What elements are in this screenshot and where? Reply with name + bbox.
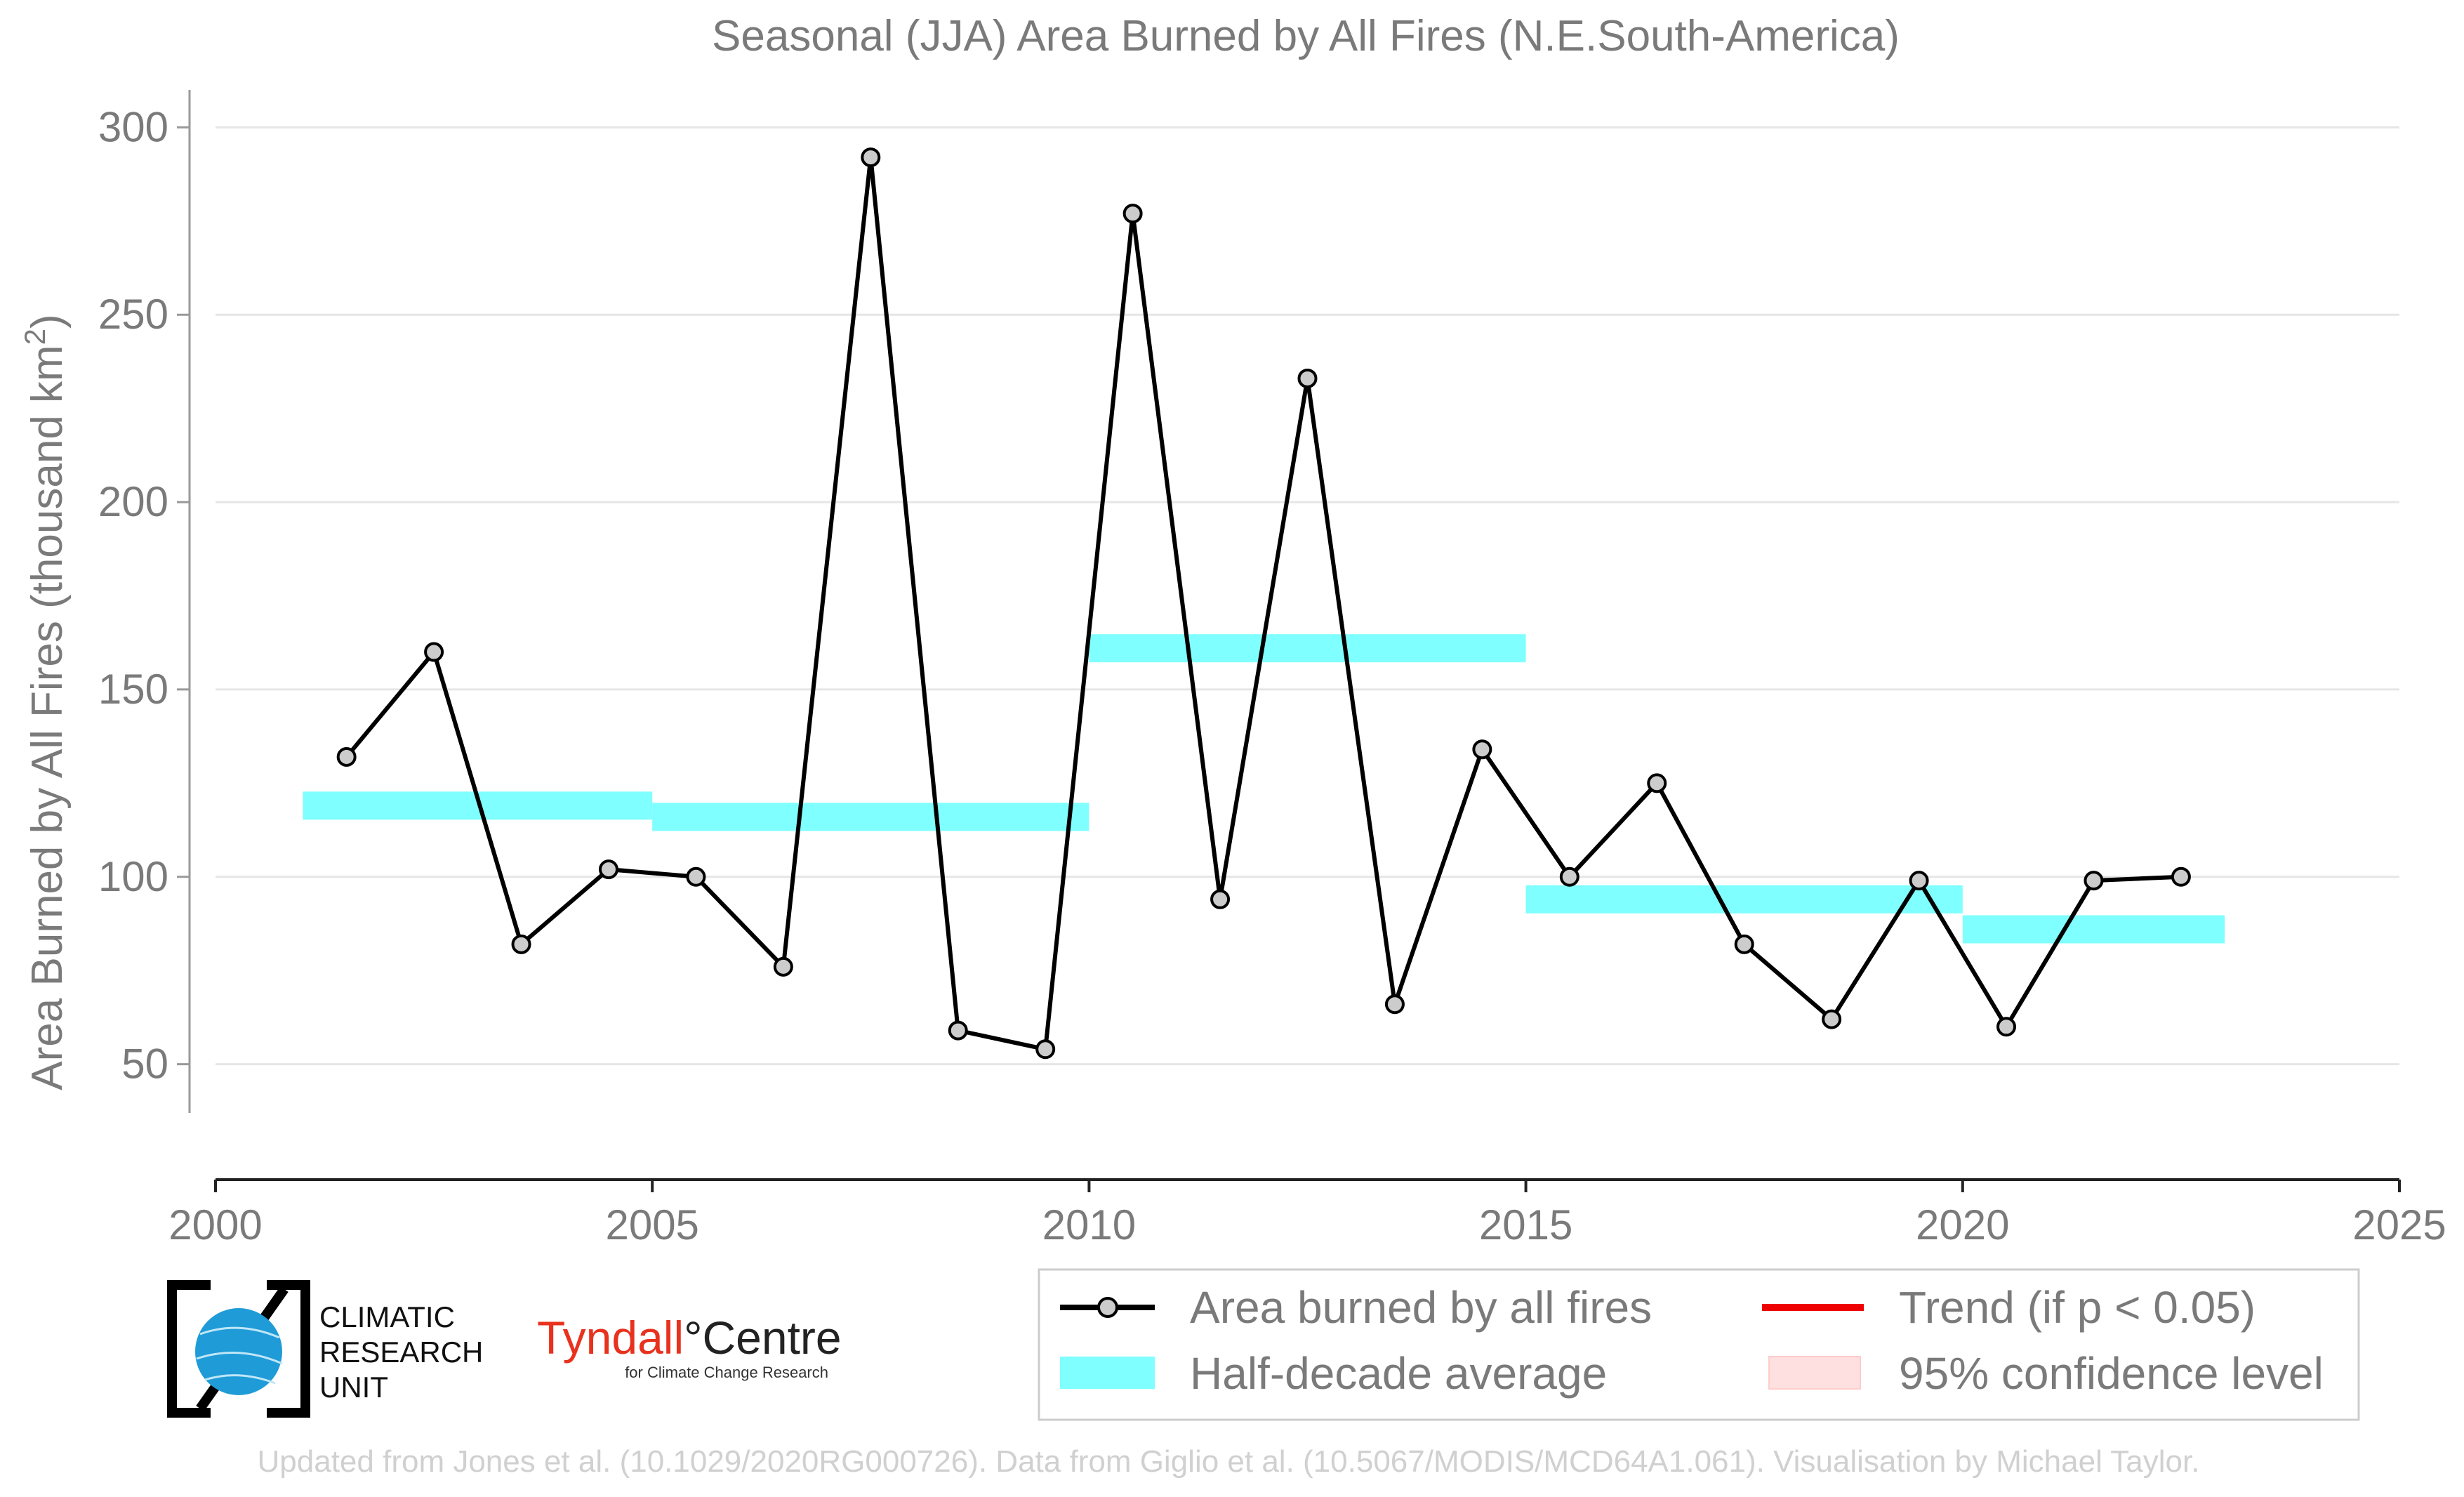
cru-bracket-right-icon [267, 1280, 310, 1418]
data-point-2015.5 [1559, 866, 1579, 887]
y-axis: 50 100 150 200 250 300 [98, 90, 191, 1113]
data-point-2006.5 [773, 956, 793, 977]
cru-text-line1: CLIMATIC [319, 1300, 455, 1333]
legend-label-area-burned: Area burned by all fires [1190, 1282, 1652, 1333]
y-axis-label-main: Area Burned by All Fires (thousand km [23, 345, 72, 1090]
legend-box [1038, 1268, 2360, 1421]
y-axis-label-superscript: 2 [18, 329, 51, 345]
legend-half-decade-swatch [1060, 1357, 1155, 1389]
tyndall-wordmark: Tyndall°Centre [537, 1312, 842, 1364]
x-tick-label-2010: 2010 [1042, 1201, 1136, 1248]
data-point-2016.5 [1647, 773, 1667, 793]
legend-marker-swatch [1097, 1297, 1118, 1318]
y-tick-label-250: 250 [98, 291, 168, 338]
data-point-2022.5 [2171, 866, 2191, 887]
y-tick-label-150: 150 [98, 666, 168, 713]
data-point-2013.5 [1384, 994, 1405, 1015]
tyndall-suffix: °Centre [684, 1312, 842, 1364]
data-point-2005.5 [686, 866, 706, 887]
data-point-2011.5 [1210, 889, 1231, 909]
data-point-2004.5 [598, 859, 618, 880]
x-tick-label-2015: 2015 [1479, 1201, 1572, 1248]
x-tick-label-2025: 2025 [2352, 1201, 2446, 1248]
legend-label-trend: Trend (if p < 0.05) [1899, 1282, 2256, 1333]
tyndall-tagline: for Climate Change Research [625, 1364, 828, 1381]
half-decade-band-4 [1962, 915, 2225, 944]
x-tick-label-2000: 2000 [168, 1201, 262, 1248]
y-tick-label-50: 50 [121, 1041, 168, 1088]
half-decade-band-2 [1089, 634, 1526, 663]
data-point-2020.5 [1996, 1017, 2017, 1037]
series-area-burned [336, 147, 2191, 1060]
half-decade-band-3 [1525, 885, 1963, 914]
data-point-2014.5 [1472, 739, 1492, 760]
tyndall-name: Tyndall [537, 1312, 684, 1364]
x-tick-label-2005: 2005 [605, 1201, 698, 1248]
legend: Area burned by all fires Trend (if p < 0… [1038, 1268, 2360, 1421]
footer-credits: Updated from Jones et al. (10.1029/2020R… [258, 1444, 2200, 1479]
y-tick-label-100: 100 [98, 853, 168, 900]
series-line [345, 155, 2182, 1052]
y-tick-label-300: 300 [98, 103, 168, 150]
half-decade-band-1 [652, 803, 1089, 831]
legend-label-half-decade: Half-decade average [1190, 1348, 1607, 1399]
cru-globe-lines-icon [196, 1326, 283, 1385]
y-axis-label: Area Burned by All Fires (thousand km2) [18, 314, 72, 1090]
cru-text-line2: RESEARCH [319, 1336, 483, 1369]
data-point-2017.5 [1734, 934, 1754, 954]
data-point-2008.5 [948, 1020, 968, 1041]
legend-label-confidence: 95% confidence level [1899, 1348, 2324, 1399]
data-point-2010.5 [1122, 204, 1143, 224]
data-point-2021.5 [2084, 871, 2104, 891]
gridlines [216, 126, 2399, 1066]
data-point-2009.5 [1035, 1039, 1056, 1060]
data-point-2018.5 [1822, 1009, 1842, 1029]
legend-confidence-swatch [1768, 1356, 1861, 1390]
cru-bracket-left-icon [167, 1280, 211, 1418]
y-axis-label-end: ) [23, 314, 72, 329]
data-point-2019.5 [1909, 871, 1929, 891]
data-point-2002.5 [424, 642, 444, 662]
cru-text-line3: UNIT [319, 1371, 388, 1404]
cru-logo: CLIMATIC RESEARCH UNIT [167, 1280, 483, 1418]
data-point-2003.5 [511, 934, 531, 954]
x-axis: 2000 2005 2010 2015 2020 2025 [168, 1178, 2446, 1248]
y-tick-label-200: 200 [98, 478, 168, 525]
tyndall-logo: Tyndall°Centre for Climate Change Resear… [537, 1312, 842, 1381]
data-point-2001.5 [336, 746, 357, 767]
x-tick-label-2020: 2020 [1916, 1201, 2009, 1248]
chart-title: Seasonal (JJA) Area Burned by All Fires … [712, 12, 1900, 60]
data-point-2007.5 [861, 147, 881, 168]
data-point-2012.5 [1297, 368, 1318, 388]
